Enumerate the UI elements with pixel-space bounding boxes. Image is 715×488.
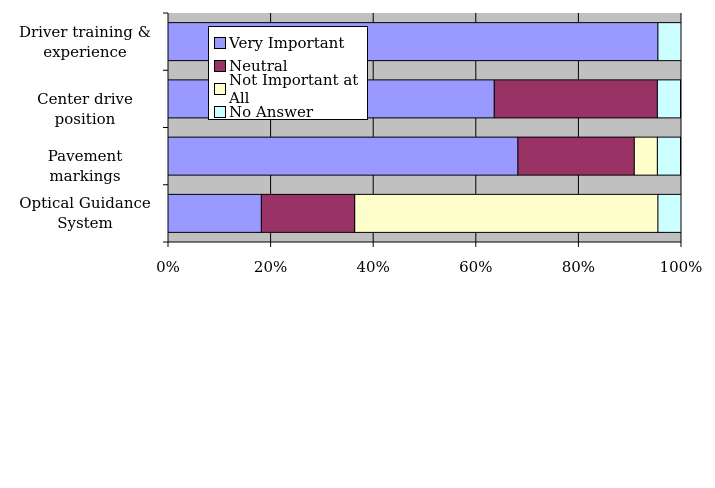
legend-label: Neutral xyxy=(229,56,288,75)
bar-segment-not-important-at-all xyxy=(633,136,658,176)
x-tick-label: 40% xyxy=(356,258,390,276)
category-label: Pavement markings xyxy=(10,146,160,186)
bar-segment-neutral xyxy=(260,193,356,233)
bar-segment-no-answer xyxy=(657,22,682,62)
category-label-line: Center drive position xyxy=(37,89,133,128)
bar-segment-very-important xyxy=(167,136,519,176)
category-label: Optical Guidance System xyxy=(10,193,160,233)
bar-segment-no-answer xyxy=(656,79,681,119)
x-tick-label: 60% xyxy=(459,258,493,276)
category-label: Driver training & experience xyxy=(10,22,160,62)
bar-segment-neutral xyxy=(493,79,658,119)
x-tick-label: 20% xyxy=(253,258,288,276)
bar-segment-not-important-at-all xyxy=(354,193,659,233)
legend-label: Very Important xyxy=(229,33,345,52)
legend-swatch xyxy=(214,36,226,49)
x-tick-label: 100% xyxy=(659,258,703,276)
bar-segment-very-important xyxy=(167,193,262,233)
category-label-line: experience xyxy=(43,42,127,61)
legend-item-very-important: Very Important xyxy=(214,31,367,54)
legend-item-no-answer: No Answer xyxy=(214,100,367,123)
category-label-line: Pavement markings xyxy=(47,147,123,186)
legend-label: Not Important at All xyxy=(229,70,359,107)
legend: Very Important Neutral Not Important at … xyxy=(208,26,368,123)
legend-swatch xyxy=(214,82,226,95)
bar-segment-no-answer xyxy=(656,136,681,176)
legend-swatch xyxy=(214,59,226,72)
x-tick-label: 0% xyxy=(156,258,180,276)
legend-item-neutral: Neutral xyxy=(214,54,367,77)
legend-item-not-important: Not Important at All xyxy=(214,71,367,107)
category-label: Center drive position xyxy=(10,89,160,129)
category-label-line: Optical Guidance xyxy=(19,194,151,213)
legend-label: No Answer xyxy=(229,102,314,121)
category-label-line: Driver training & xyxy=(18,22,152,41)
x-tick-label: 80% xyxy=(561,258,596,276)
bar-segment-neutral xyxy=(517,136,635,176)
bar-segment-no-answer xyxy=(657,193,682,233)
category-label-line: System xyxy=(57,214,113,233)
legend-swatch xyxy=(214,105,226,118)
